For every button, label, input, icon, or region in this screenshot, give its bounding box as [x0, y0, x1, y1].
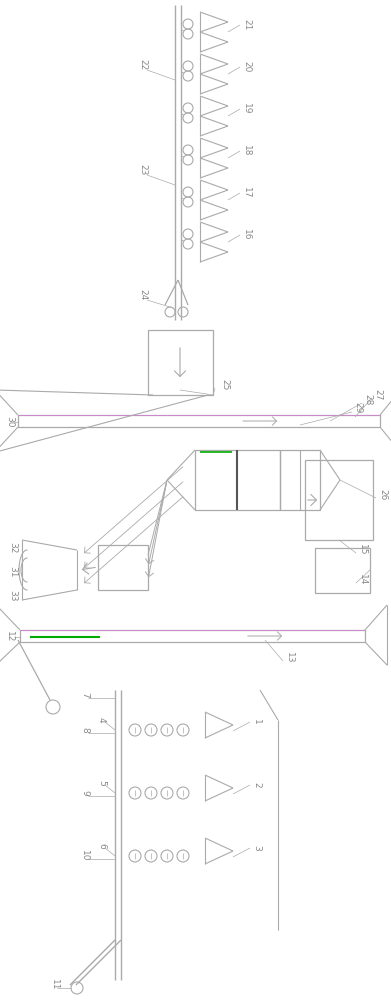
Text: 23: 23 — [138, 164, 147, 176]
Text: 12: 12 — [5, 631, 14, 643]
Bar — [195, 450, 280, 510]
Text: 8: 8 — [80, 727, 89, 733]
Text: 30: 30 — [5, 416, 14, 428]
Text: 28: 28 — [363, 394, 372, 406]
Text: 3: 3 — [252, 845, 261, 851]
Text: 29: 29 — [353, 402, 362, 414]
Text: 9: 9 — [80, 790, 89, 796]
Text: 26: 26 — [378, 489, 387, 501]
Text: 17: 17 — [242, 187, 251, 199]
Text: 20: 20 — [242, 61, 251, 73]
Text: 22: 22 — [138, 59, 147, 71]
Bar — [280, 450, 320, 510]
Text: 27: 27 — [373, 389, 382, 401]
Bar — [305, 460, 373, 540]
Bar — [18, 415, 380, 427]
Bar — [148, 330, 213, 395]
Bar — [98, 545, 148, 590]
Text: 24: 24 — [138, 289, 147, 301]
Text: 18: 18 — [242, 145, 251, 157]
Text: 15: 15 — [358, 544, 367, 556]
Text: 33: 33 — [8, 590, 17, 602]
Text: 11: 11 — [50, 979, 59, 991]
Text: 19: 19 — [242, 103, 251, 115]
Text: 4: 4 — [97, 717, 106, 723]
Bar — [20, 630, 365, 642]
Text: 2: 2 — [252, 782, 261, 788]
Text: 25: 25 — [220, 379, 229, 391]
Text: 32: 32 — [8, 542, 17, 554]
Text: 6: 6 — [97, 843, 106, 849]
Text: 21: 21 — [242, 19, 251, 31]
Bar — [315, 548, 370, 593]
Text: 7: 7 — [80, 692, 89, 698]
Text: 5: 5 — [97, 780, 106, 786]
Text: 31: 31 — [8, 566, 17, 578]
Text: 1: 1 — [252, 719, 261, 725]
Text: 14: 14 — [358, 574, 367, 586]
Text: 10: 10 — [80, 850, 89, 862]
Text: 13: 13 — [285, 652, 294, 664]
Text: 16: 16 — [242, 229, 251, 241]
